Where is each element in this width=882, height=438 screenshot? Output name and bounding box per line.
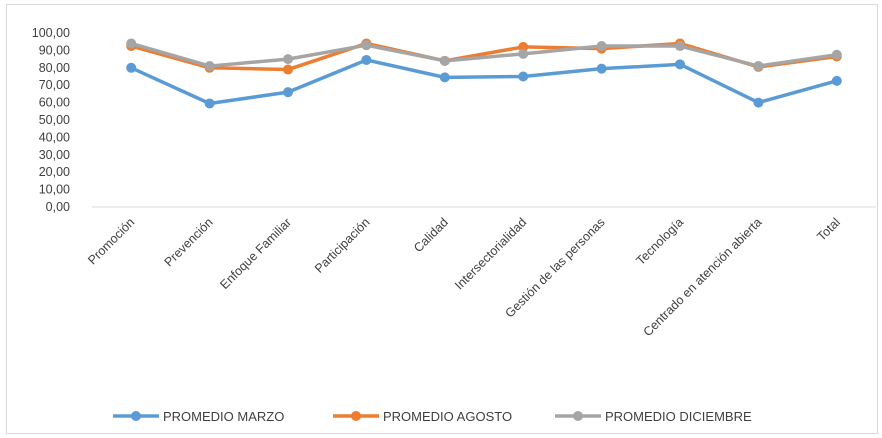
- data-point: [126, 38, 137, 49]
- data-point: [675, 59, 685, 70]
- legend-marker: [131, 411, 141, 421]
- y-tick-label: 100,00: [32, 26, 70, 40]
- legend-marker: [573, 411, 583, 421]
- data-point: [283, 54, 293, 65]
- data-point: [753, 61, 764, 72]
- data-point: [518, 71, 529, 82]
- data-point: [675, 41, 685, 52]
- x-tick-label: Participación: [312, 215, 373, 276]
- y-tick-label: 40,00: [39, 130, 70, 144]
- data-point: [518, 48, 529, 59]
- x-tick-label: Total: [814, 215, 843, 244]
- y-tick-label: 20,00: [39, 165, 70, 179]
- data-point: [439, 55, 450, 66]
- legend-marker: [351, 411, 361, 421]
- series-0: [126, 54, 842, 109]
- legend-entry: PROMEDIO AGOSTO: [333, 409, 512, 424]
- y-tick-label: 70,00: [39, 78, 70, 92]
- y-tick-label: 50,00: [39, 113, 70, 127]
- data-point: [518, 41, 529, 52]
- x-tick-label: Calidad: [411, 215, 451, 255]
- legend-label: PROMEDIO DICIEMBRE: [605, 409, 752, 424]
- y-tick-label: 80,00: [39, 61, 70, 75]
- data-point: [831, 75, 842, 86]
- legend-label: PROMEDIO MARZO: [163, 409, 284, 424]
- legend-label: PROMEDIO AGOSTO: [383, 409, 512, 424]
- x-tick-label: Enfoque Familiar: [217, 215, 294, 292]
- data-point: [753, 97, 764, 108]
- data-point: [361, 40, 372, 51]
- y-tick-label: 30,00: [39, 148, 70, 162]
- x-tick-label: Intersectorialidad: [452, 215, 529, 292]
- data-point: [283, 87, 293, 98]
- data-point: [596, 41, 607, 52]
- x-tick-label: Tecnología: [633, 215, 686, 268]
- series-2: [126, 38, 842, 72]
- data-point: [204, 98, 215, 109]
- legend-entry: PROMEDIO DICIEMBRE: [555, 409, 752, 424]
- x-tick-label: Promoción: [85, 215, 137, 267]
- data-point: [204, 61, 215, 72]
- data-point: [831, 49, 842, 60]
- y-tick-label: 0,00: [46, 200, 70, 214]
- y-tick-label: 10,00: [39, 183, 70, 197]
- x-tick-label: Prevención: [162, 215, 216, 269]
- y-tick-label: 60,00: [39, 96, 70, 110]
- data-point: [596, 63, 607, 74]
- series-line: [130, 58, 838, 106]
- legend: PROMEDIO MARZO PROMEDIO AGOSTO PROMEDIO DI…: [113, 409, 752, 424]
- y-tick-label: 90,00: [39, 43, 70, 57]
- series-line: [130, 41, 838, 68]
- axis-layer: 0,00 10,00 20,00 30,00 40,00 50,00 60,00 70,00 8…: [32, 26, 876, 339]
- legend-entry: PROMEDIO MARZO: [113, 409, 284, 424]
- data-point: [283, 64, 293, 75]
- series-layer: [126, 38, 842, 109]
- data-point: [126, 62, 137, 73]
- data-point: [361, 54, 372, 65]
- data-point: [439, 72, 450, 83]
